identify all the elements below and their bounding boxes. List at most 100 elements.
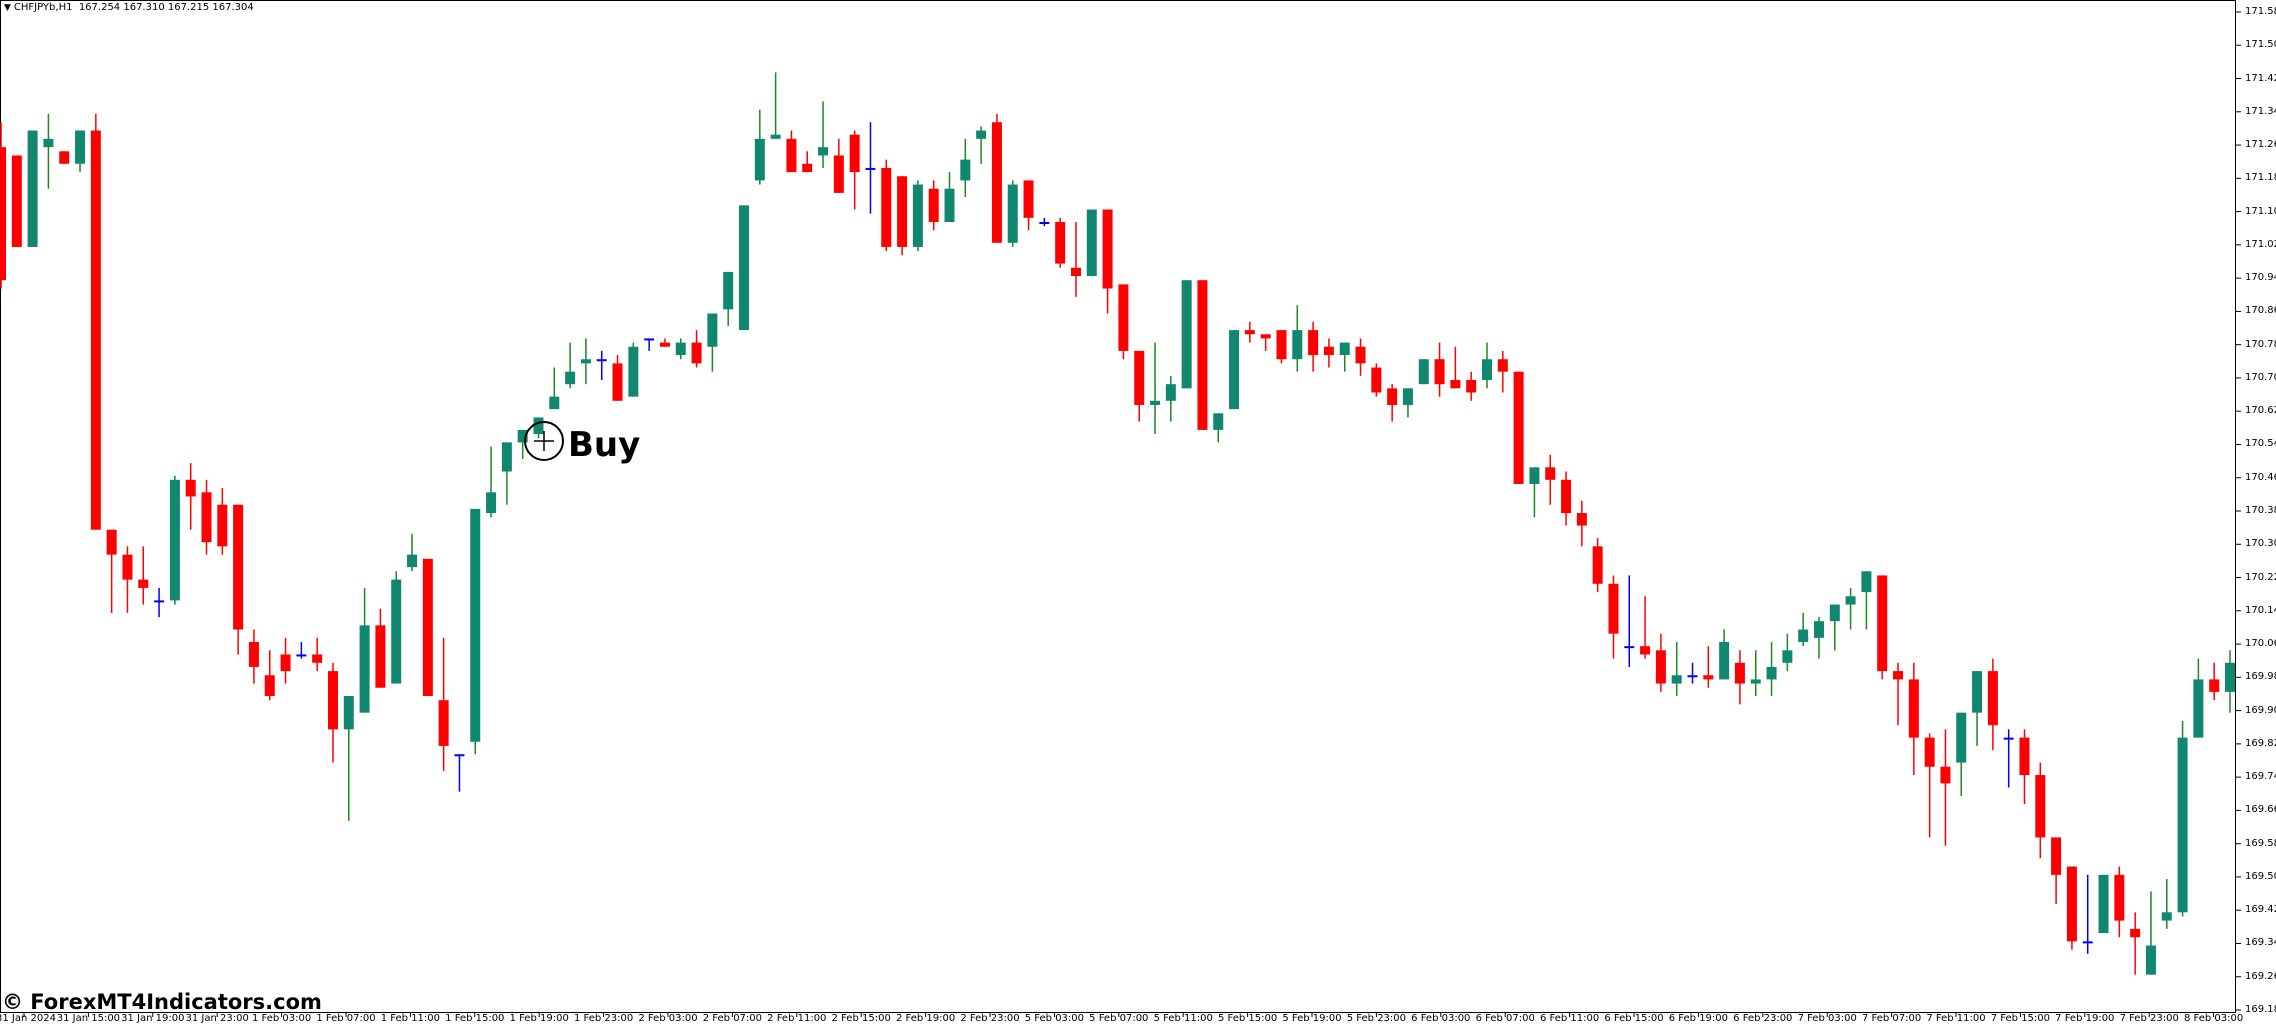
candle-body <box>723 271 734 310</box>
time-tick-label: 5 Feb 03:00 <box>1024 1013 1085 1024</box>
candle-body <box>501 442 512 472</box>
candle-body <box>1529 467 1540 484</box>
candle-body <box>1450 380 1461 389</box>
time-tick-label: 6 Feb 19:00 <box>1668 1013 1729 1024</box>
candle-body <box>27 130 38 247</box>
candle-body <box>991 122 1002 243</box>
candle-body <box>280 654 291 672</box>
candle-body <box>248 641 259 667</box>
candle-body <box>185 479 196 497</box>
price-tick-label: 171.585 <box>2245 6 2276 17</box>
candle-body <box>2066 866 2077 942</box>
price-tick-label: 170.225 <box>2245 571 2276 583</box>
time-tick-label: 2 Feb 11:00 <box>767 1013 827 1024</box>
candle-body <box>1339 342 1350 356</box>
time-tick-label: 7 Feb 19:00 <box>2055 1013 2115 1024</box>
candle-body <box>754 138 765 181</box>
time-tick-label: 31 Jan 23:00 <box>185 1013 249 1024</box>
time-tick-label: 5 Feb 07:00 <box>1089 1013 1149 1024</box>
candle-body <box>138 579 149 588</box>
candle-body <box>1323 346 1334 356</box>
price-tick-label: 170.305 <box>2245 538 2276 550</box>
candle-body <box>264 675 275 697</box>
buy-signal-label: Buy <box>568 425 641 465</box>
candle-body <box>0 147 6 281</box>
candle-body <box>2019 737 2030 776</box>
time-tick-label: 7 Feb 11:00 <box>1926 1013 1986 1024</box>
candle-body <box>470 508 481 742</box>
candle-body <box>1260 334 1271 339</box>
price-tick-label: 169.345 <box>2245 937 2276 949</box>
candle-body <box>1561 479 1572 514</box>
time-tick-label: 1 Feb 11:00 <box>380 1013 441 1024</box>
time-tick-label: 8 Feb 03:00 <box>2183 1013 2244 1024</box>
time-tick-label: 6 Feb 23:00 <box>1733 1013 1793 1024</box>
candle-body <box>327 671 338 730</box>
candle-body <box>1624 646 1635 649</box>
candle-body <box>849 134 860 173</box>
price-tick-label: 169.585 <box>2245 837 2276 849</box>
candle-body <box>1608 583 1619 634</box>
candle-body <box>881 167 892 247</box>
symbol-label: CHFJPYb,H1 <box>13 2 73 13</box>
candle-body <box>154 600 165 603</box>
candle-body <box>786 138 797 173</box>
candle-body <box>2082 941 2093 944</box>
candle-body <box>1893 671 1904 680</box>
candle-body <box>897 176 908 247</box>
candle-body <box>2145 945 2156 975</box>
candle-body <box>2209 679 2220 692</box>
candle-body <box>1813 621 1824 638</box>
candle-body <box>1292 330 1303 360</box>
candles-layer <box>0 72 2235 975</box>
candle-body <box>596 359 607 362</box>
price-tick-label: 170.465 <box>2245 471 2276 483</box>
price-tick-label: 171.025 <box>2245 238 2276 250</box>
candle-body <box>1940 766 1951 784</box>
candle-body <box>1592 546 1603 584</box>
price-tick-label: 170.385 <box>2245 505 2276 516</box>
candle-body <box>1545 467 1556 480</box>
candle-body <box>1165 384 1176 401</box>
candle-body <box>486 492 497 514</box>
price-tick-label: 171.505 <box>2245 39 2276 51</box>
candle-body <box>612 363 623 401</box>
candle-body <box>422 558 433 697</box>
price-tick-label: 169.425 <box>2245 904 2276 916</box>
price-tick-label: 170.625 <box>2245 405 2276 417</box>
time-tick-label: 7 Feb 07:00 <box>1861 1013 1922 1024</box>
candle-body <box>1434 359 1445 385</box>
time-tick-label: 6 Feb 15:00 <box>1604 1013 1664 1024</box>
price-tick-label: 169.505 <box>2245 870 2276 882</box>
candle-body <box>517 429 528 443</box>
candle-body <box>1640 646 1651 655</box>
candle-body <box>1244 330 1255 335</box>
dropdown-triangle-icon[interactable]: ▼ <box>4 3 11 13</box>
buy-signal-marker <box>524 421 564 461</box>
candle-body <box>217 504 228 547</box>
candle-body <box>1355 346 1366 364</box>
candle-body <box>201 492 212 543</box>
candle-body <box>90 130 101 530</box>
candle-body <box>1908 679 1919 738</box>
ohlc-prices: 167.254 167.310 167.215 167.304 <box>78 2 254 13</box>
candle-body <box>1229 330 1240 410</box>
chart-header: ▼ CHFJPYb,H1 167.254 167.310 167.215 167.… <box>4 2 254 13</box>
candle-body <box>865 167 876 170</box>
time-tick-label: 6 Feb 07:00 <box>1475 1013 1535 1024</box>
time-tick-label: 5 Feb 23:00 <box>1346 1013 1407 1024</box>
candle-body <box>1956 712 1967 763</box>
time-tick-label: 2 Feb 07:00 <box>702 1013 763 1024</box>
candle-body <box>1055 221 1066 264</box>
candle-body <box>391 579 402 684</box>
buy-signal-circle <box>524 421 564 461</box>
candle-body <box>818 147 829 156</box>
candle-body <box>928 188 939 222</box>
candle-body <box>75 130 86 164</box>
price-tick-label: 170.945 <box>2245 272 2276 284</box>
time-tick-label: 5 Feb 15:00 <box>1217 1013 1278 1024</box>
candle-body <box>438 700 449 746</box>
candle-body <box>1418 359 1429 385</box>
candle-body <box>1308 330 1319 356</box>
